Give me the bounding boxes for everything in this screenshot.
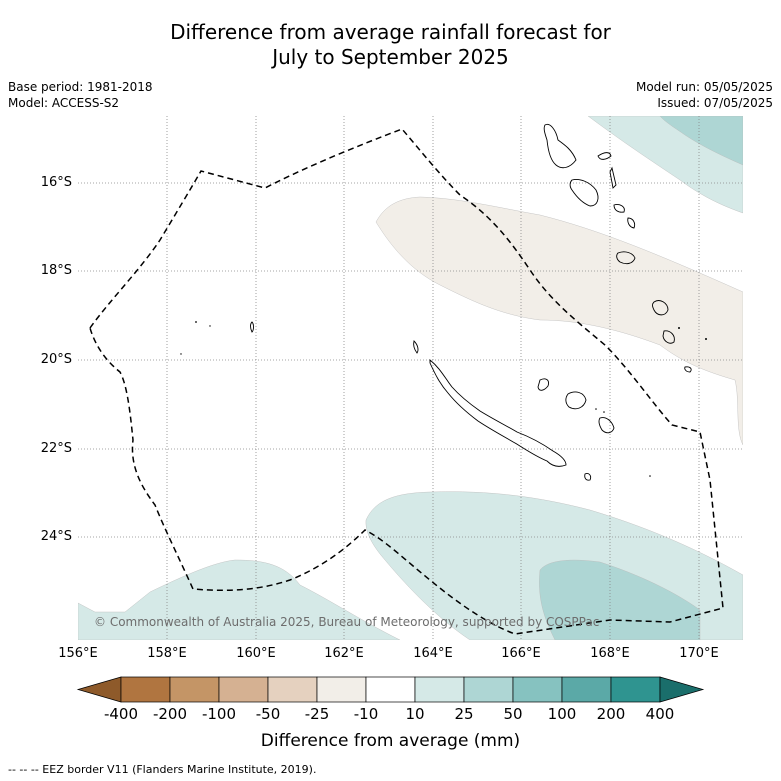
island-pines	[584, 473, 592, 481]
colorbar-tick-label: 25	[454, 705, 474, 723]
base-period: Base period: 1981-2018	[8, 80, 153, 94]
island-ouvea	[537, 378, 549, 391]
eez-border	[89, 128, 724, 635]
lon-label-162e: 162°E	[324, 646, 364, 661]
map-title: Difference from average rainfall forecas…	[0, 20, 781, 70]
model-name: Model: ACCESS-S2	[8, 96, 120, 110]
island-belep	[413, 340, 419, 354]
issued-date: Issued: 07/05/2025	[657, 96, 773, 110]
copyright-notice: © Commonwealth of Australia 2025, Bureau…	[94, 615, 600, 629]
lat-label-24s: 24°S	[40, 529, 72, 544]
colorbar-tick-label: 10	[405, 705, 425, 723]
island-mare	[598, 417, 615, 434]
island-efate	[616, 251, 636, 265]
colorbar-tick-label: -25	[304, 705, 330, 723]
island-malakula	[569, 179, 599, 207]
lon-label-156e: 156°E	[58, 646, 98, 661]
colorbar-title: Difference from average (mm)	[260, 731, 521, 751]
colorbar-tick-label: -100	[201, 705, 237, 723]
colorbar-tick-label: 400	[645, 705, 675, 723]
model-run: Model run: 05/05/2025	[635, 80, 773, 94]
colorbar-segment	[316, 676, 367, 703]
lon-label-164e: 164°E	[413, 646, 453, 661]
colorbar-tick-label: 100	[547, 705, 577, 723]
island-espiritu-santo	[543, 123, 577, 169]
lon-label-170e: 170°E	[679, 646, 719, 661]
island-small-west	[250, 321, 254, 333]
lat-label-16s: 16°S	[40, 175, 72, 190]
colorbar-tick-label: -200	[152, 705, 188, 723]
colorbar-segment	[463, 676, 514, 703]
title-line-1: Difference from average rainfall forecas…	[170, 20, 611, 44]
island-matthew	[684, 366, 692, 373]
lat-label-20s: 20°S	[40, 352, 72, 367]
island-tanna	[662, 330, 675, 344]
island-lifou	[565, 391, 587, 410]
lon-label-160e: 160°E	[236, 646, 276, 661]
coastlines	[250, 123, 692, 481]
wet-region-south-core	[539, 559, 701, 640]
lat-label-18s: 18°S	[40, 263, 72, 278]
colorbar-segment	[267, 676, 318, 703]
island-grande-terre	[429, 359, 567, 467]
gridlines	[78, 116, 743, 640]
colorbar-segment	[512, 676, 563, 703]
colorbar	[76, 676, 705, 703]
island-ambrym	[613, 204, 625, 213]
colorbar-tick-label: 50	[503, 705, 523, 723]
island-pentecost	[609, 166, 617, 189]
colorbar-tick-label: -50	[255, 705, 281, 723]
colorbar-extend-low	[76, 676, 122, 703]
small-islets	[180, 321, 707, 477]
island-epi	[627, 217, 636, 229]
colorbar-tick-label: -400	[103, 705, 139, 723]
colorbar-segment	[120, 676, 171, 703]
lon-label-166e: 166°E	[501, 646, 541, 661]
island-maewo	[597, 152, 612, 160]
rainfall-shading	[78, 116, 743, 640]
dry-region	[375, 196, 743, 446]
island-erromango	[652, 300, 669, 316]
lon-label-168e: 168°E	[590, 646, 630, 661]
meta-right: Model run: 05/05/2025 Issued: 07/05/2025	[636, 79, 773, 111]
lon-label-158e: 158°E	[147, 646, 187, 661]
colorbar-segment	[561, 676, 612, 703]
colorbar-extend-high	[659, 676, 705, 703]
colorbar-tick-label: 200	[596, 705, 626, 723]
meta-left: Base period: 1981-2018 Model: ACCESS-S2	[8, 79, 153, 111]
wet-region-northeast-core	[659, 116, 743, 166]
colorbar-segment	[365, 676, 416, 703]
wet-region-southwest	[78, 559, 401, 640]
title-line-2: July to September 2025	[272, 45, 509, 69]
colorbar-segment	[610, 676, 661, 703]
lat-label-22s: 22°S	[40, 441, 72, 456]
colorbar-segment	[169, 676, 220, 703]
colorbar-segment	[218, 676, 269, 703]
colorbar-tick-label: -10	[353, 705, 379, 723]
colorbar-segment	[414, 676, 465, 703]
eez-footnote: -- -- -- EEZ border V11 (Flanders Marine…	[8, 763, 317, 776]
